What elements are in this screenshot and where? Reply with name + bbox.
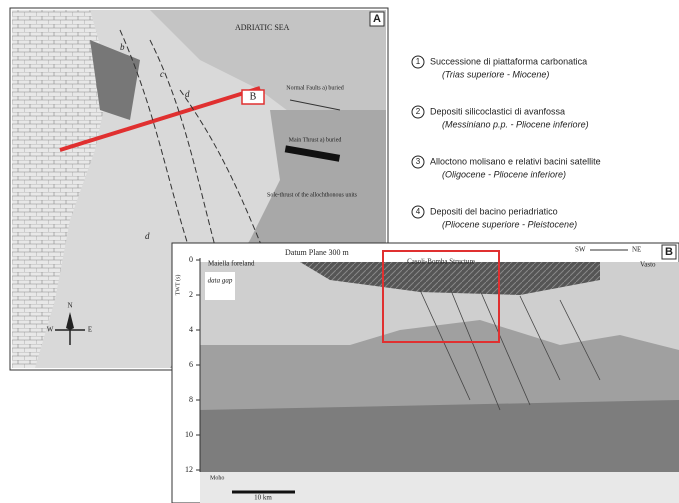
ne-label: NE <box>632 246 641 254</box>
legend-title: Depositi silicoclastici di avanfossa <box>430 106 565 116</box>
fault-legend: Sole-thrust of the allochthonous units <box>267 191 358 198</box>
compass-e: E <box>88 326 92 334</box>
unit-label: c <box>160 69 164 79</box>
sea-label: ADRIATIC SEA <box>235 23 290 32</box>
compass-n: N <box>67 302 72 310</box>
legend-age: (Trias superiore - Miocene) <box>442 69 549 79</box>
unit-label: d <box>145 231 150 241</box>
compass-w: W <box>47 326 54 334</box>
depth-tick: 8 <box>189 395 193 404</box>
panel-label: A <box>373 13 381 25</box>
legend-title: Successione di piattaforma carbonatica <box>430 56 587 66</box>
section-panel: data gap Datum Plane 300 m Casoli-Bomba … <box>172 243 679 503</box>
depth-tick: 12 <box>185 465 193 474</box>
right-label: Vasto <box>640 261 656 269</box>
legend-number: 2 <box>416 107 421 116</box>
legend-age: (Messiniano p.p. - Pliocene inferiore) <box>442 119 589 129</box>
scale-label: 10 km <box>254 494 272 502</box>
depth-tick: 10 <box>185 430 193 439</box>
legend-number: 1 <box>416 57 421 66</box>
datum-label: Datum Plane 300 m <box>285 248 350 257</box>
site-label: B <box>250 91 257 102</box>
gap-label: data gap <box>208 277 233 285</box>
depth-tick: 0 <box>189 255 193 264</box>
structure-label: Casoli-Bomba Structure <box>407 258 475 266</box>
left-label: Maiella foreland <box>208 260 255 268</box>
unit-label: d <box>185 89 190 99</box>
fault-legend: Main Thrust a) buried <box>289 136 342 143</box>
bottom-label: Moho <box>210 475 224 481</box>
unit-label: b <box>120 42 125 52</box>
fault-legend: Normal Faults a) buried <box>286 84 344 91</box>
depth-tick: 4 <box>189 325 193 334</box>
layer-deep <box>200 400 679 472</box>
legend-age: (Pliocene superiore - Pleistocene) <box>442 219 577 229</box>
legend-title: Depositi del bacino periadriatico <box>430 206 558 216</box>
axis-label: TWT (s) <box>174 275 181 296</box>
sw-label: SW <box>575 246 586 254</box>
panel-label: B <box>665 246 673 258</box>
legend-number: 3 <box>416 157 421 166</box>
depth-tick: 2 <box>189 290 193 299</box>
figure: B ADRIATIC SEA A b c d d Normal Faults a… <box>0 0 679 503</box>
legend: 1 Successione di piattaforma carbonatica (… <box>412 56 601 229</box>
legend-number: 4 <box>416 207 421 216</box>
depth-tick: 6 <box>189 360 193 369</box>
legend-age: (Oligocene - Pliocene inferiore) <box>442 169 566 179</box>
legend-title: Alloctono molisano e relativi bacini sat… <box>430 156 601 166</box>
